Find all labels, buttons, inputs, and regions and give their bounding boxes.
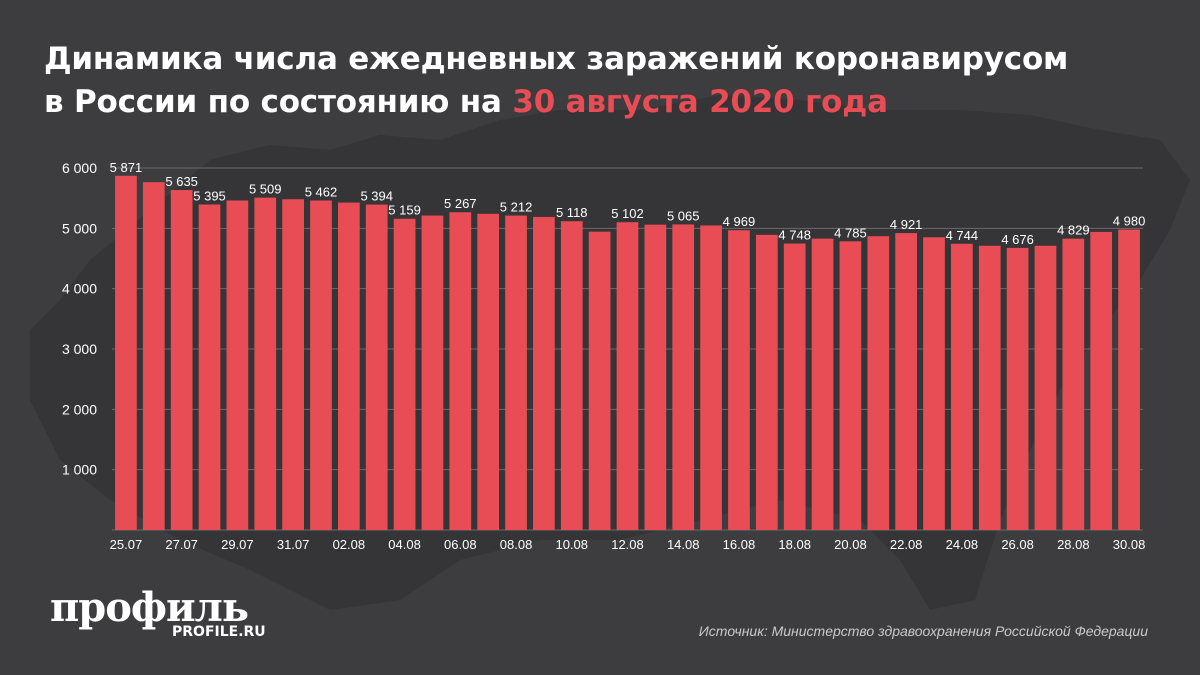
bar bbox=[560, 221, 583, 531]
y-tick-label: 2 000 bbox=[62, 401, 97, 417]
bar bbox=[1034, 245, 1057, 531]
bar-value-label: 5 394 bbox=[360, 189, 393, 204]
bar bbox=[1006, 247, 1029, 530]
bar bbox=[505, 215, 527, 530]
x-tick-label: 30.08 bbox=[1113, 537, 1146, 552]
bar-value-label: 4 785 bbox=[834, 225, 867, 240]
bar-value-label: 4 744 bbox=[946, 228, 979, 243]
bar bbox=[700, 225, 722, 531]
x-tick-label: 08.08 bbox=[500, 537, 533, 552]
x-tick-label: 24.08 bbox=[946, 537, 979, 552]
x-tick-label: 10.08 bbox=[555, 537, 588, 552]
bar bbox=[477, 213, 500, 530]
x-tick-label: 25.07 bbox=[110, 537, 143, 552]
x-tick-label: 26.08 bbox=[1001, 537, 1034, 552]
bar bbox=[170, 190, 193, 530]
y-tick-label: 1 000 bbox=[62, 462, 97, 478]
title-line1: Динамика числа ежедневных заражений коро… bbox=[44, 41, 1069, 77]
x-tick-label: 18.08 bbox=[778, 537, 811, 552]
bar bbox=[728, 230, 750, 530]
bar bbox=[142, 182, 165, 530]
x-axis-ticks: 25.07 27.07 29.07 31.07 02.08 04.08 06.08 08.08… bbox=[110, 537, 1146, 552]
bar-value-label: 4 676 bbox=[1001, 232, 1034, 247]
bar bbox=[616, 222, 639, 531]
bar-value-label: 4 969 bbox=[723, 214, 756, 229]
bar-value-label: 4 921 bbox=[890, 217, 923, 232]
bar-value-label: 5 635 bbox=[165, 174, 198, 189]
bars bbox=[115, 175, 1140, 531]
title-line2-prefix: в России по состоянию на bbox=[44, 84, 513, 120]
bar bbox=[951, 243, 973, 530]
y-tick-label: 4 000 bbox=[62, 281, 97, 297]
bar bbox=[672, 224, 695, 530]
bar bbox=[115, 175, 137, 530]
x-tick-label: 14.08 bbox=[667, 537, 700, 552]
y-tick-label: 6 000 bbox=[62, 160, 97, 176]
bar-value-label: 5 395 bbox=[193, 189, 226, 204]
profile-ru-url: PROFILE.RU bbox=[172, 624, 266, 640]
x-tick-label: 28.08 bbox=[1057, 537, 1090, 552]
bar bbox=[895, 233, 918, 530]
x-tick-label: 04.08 bbox=[388, 537, 421, 552]
bar bbox=[644, 224, 667, 530]
bar bbox=[310, 200, 332, 530]
x-tick-label: 20.08 bbox=[834, 537, 867, 552]
bar bbox=[1118, 229, 1140, 531]
bar bbox=[1062, 238, 1085, 530]
y-tick-label: 3 000 bbox=[62, 341, 97, 357]
bar bbox=[839, 241, 862, 530]
bar bbox=[282, 199, 304, 530]
chart-title: Динамика числа ежедневных заражений коро… bbox=[44, 38, 1174, 124]
x-tick-label: 31.07 bbox=[277, 537, 310, 552]
bar-value-label: 5 102 bbox=[611, 206, 644, 221]
bar-value-label: 5 065 bbox=[667, 208, 700, 223]
bar-value-label: 4 748 bbox=[778, 228, 811, 243]
bar bbox=[755, 234, 778, 530]
bar bbox=[867, 236, 890, 530]
bar-value-label: 5 118 bbox=[556, 205, 588, 220]
bar-value-label: 5 267 bbox=[444, 196, 477, 211]
bar bbox=[1090, 231, 1113, 530]
bar bbox=[337, 202, 360, 531]
y-tick-label: 5 000 bbox=[62, 220, 97, 236]
bar-value-label: 5 871 bbox=[110, 160, 143, 175]
source-note: Источник: Министерство здравоохранения Р… bbox=[698, 623, 1148, 639]
bar bbox=[421, 215, 444, 530]
bar bbox=[783, 243, 806, 530]
bar-value-label: 4 829 bbox=[1057, 223, 1090, 238]
bar-value-label: 4 980 bbox=[1113, 214, 1146, 229]
bar bbox=[923, 237, 945, 530]
bar bbox=[198, 204, 221, 531]
bar bbox=[365, 204, 388, 530]
bar-value-label: 5 212 bbox=[500, 200, 533, 215]
x-tick-label: 02.08 bbox=[333, 537, 366, 552]
x-tick-label: 27.07 bbox=[165, 537, 198, 552]
x-tick-label: 06.08 bbox=[444, 537, 477, 552]
bar bbox=[978, 245, 1001, 531]
bar bbox=[588, 231, 611, 530]
bar bbox=[811, 238, 834, 530]
x-tick-label: 22.08 bbox=[890, 537, 923, 552]
bar-value-label: 5 159 bbox=[388, 203, 421, 218]
bar bbox=[226, 200, 249, 530]
x-tick-label: 12.08 bbox=[611, 537, 644, 552]
bar bbox=[254, 197, 277, 531]
bar bbox=[393, 218, 416, 530]
title-date-highlight: 30 августа 2020 года bbox=[512, 84, 888, 120]
bar bbox=[449, 212, 472, 530]
profil-logo: профиль bbox=[50, 584, 249, 631]
bar bbox=[533, 216, 555, 530]
y-axis-ticks: 1 000 2 000 3 000 4 000 5 000 6 000 bbox=[62, 160, 97, 478]
x-tick-label: 16.08 bbox=[723, 537, 756, 552]
x-tick-label: 29.07 bbox=[221, 537, 254, 552]
bar-value-label: 5 462 bbox=[305, 184, 338, 199]
bar-value-label: 5 509 bbox=[249, 182, 282, 197]
